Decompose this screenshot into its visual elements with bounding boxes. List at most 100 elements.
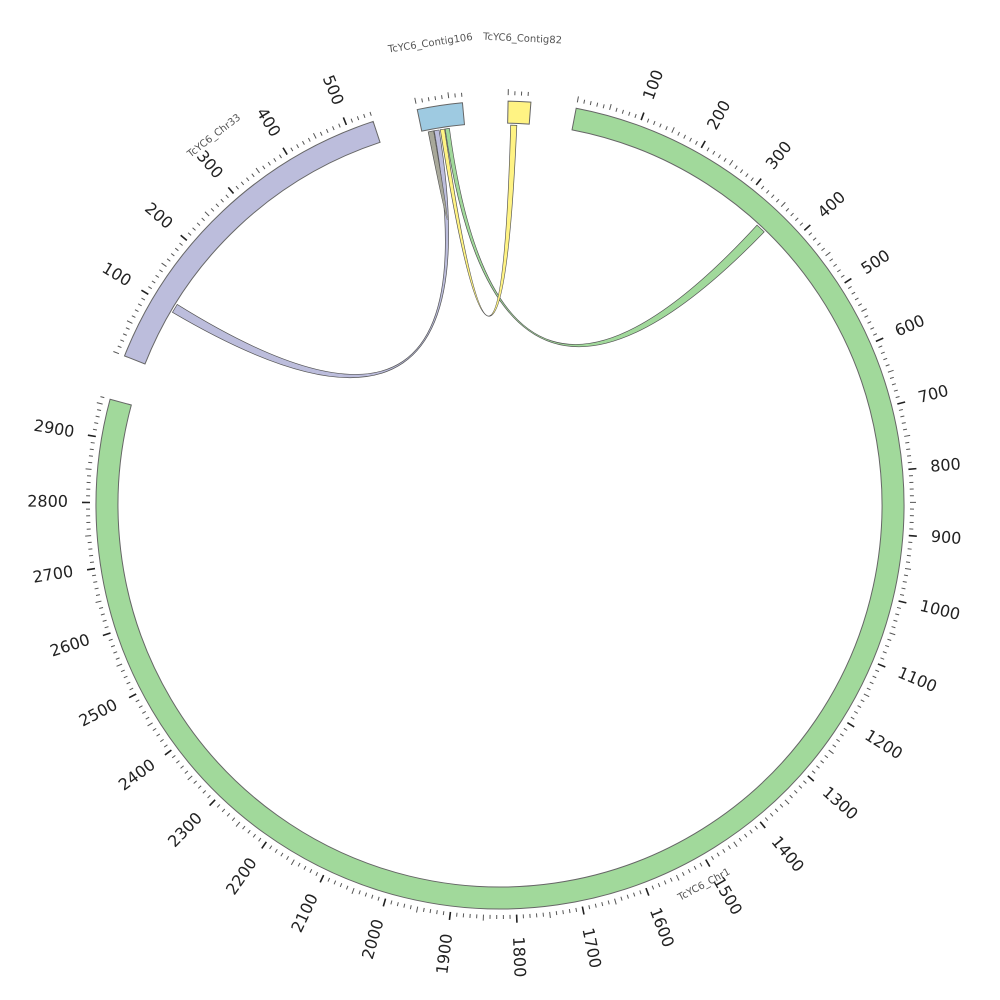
minor-tick: [377, 896, 380, 901]
minor-tick: [825, 251, 831, 257]
minor-tick: [436, 910, 438, 915]
minor-tick: [363, 113, 366, 119]
minor-tick: [358, 890, 361, 895]
minor-tick: [351, 887, 355, 894]
labels-layer: TcYC6_Contig8210020030040050060070080090…: [27, 32, 962, 978]
minor-tick: [866, 687, 871, 691]
minor-tick: [784, 799, 790, 805]
minor-tick: [902, 581, 907, 583]
minor-tick: [225, 194, 229, 199]
minor-tick: [296, 144, 300, 149]
minor-tick: [161, 262, 167, 267]
minor-tick: [356, 116, 360, 121]
minor-tick: [207, 794, 211, 799]
minor-tick: [303, 865, 307, 870]
segments-layer: [95, 100, 905, 910]
minor-tick: [905, 441, 910, 444]
minor-tick: [171, 755, 176, 759]
tick-label: 1400: [768, 832, 809, 876]
minor-tick: [880, 351, 885, 355]
minor-tick: [192, 227, 196, 231]
minor-tick: [235, 185, 239, 190]
minor-tick: [252, 833, 256, 838]
minor-tick: [706, 147, 710, 152]
minor-tick: [878, 345, 883, 348]
minor-tick: [315, 872, 319, 877]
minor-tick: [92, 574, 97, 577]
tick-label: 1300: [819, 782, 862, 823]
minor-tick: [141, 297, 146, 301]
minor-tick: [414, 97, 417, 104]
minor-tick: [898, 409, 903, 411]
minor-tick: [799, 222, 804, 226]
minor-tick: [769, 812, 774, 817]
minor-tick: [313, 132, 317, 139]
minor-tick: [860, 699, 865, 703]
minor-tick: [896, 606, 901, 609]
tick-label: 900: [930, 527, 962, 548]
minor-tick: [113, 651, 118, 654]
major-tick: [640, 112, 645, 121]
minor-tick: [123, 675, 128, 679]
ticks-layer: [82, 89, 917, 923]
tick-label: 100: [99, 258, 135, 290]
major-tick: [705, 859, 711, 867]
minor-tick: [131, 315, 136, 318]
minor-tick: [864, 315, 869, 318]
minor-tick: [854, 297, 859, 301]
major-tick: [342, 117, 348, 126]
minor-tick: [325, 128, 329, 133]
minor-tick: [653, 120, 656, 126]
minor-tick: [602, 104, 605, 109]
minor-tick: [319, 131, 323, 136]
minor-tick: [247, 829, 251, 834]
major-tick: [261, 841, 267, 849]
major-tick: [898, 600, 907, 604]
minor-tick: [95, 594, 101, 596]
minor-tick: [699, 862, 703, 867]
minor-tick: [689, 137, 692, 142]
minor-tick: [197, 785, 202, 789]
minor-tick: [750, 177, 754, 182]
minor-tick: [766, 189, 770, 194]
minor-tick: [97, 409, 102, 412]
minor-tick: [744, 833, 748, 838]
minor-tick: [174, 247, 179, 252]
minor-tick: [220, 198, 224, 203]
minor-tick: [215, 203, 220, 208]
minor-tick: [889, 632, 896, 636]
minor-tick: [396, 902, 399, 907]
major-tick: [908, 534, 917, 537]
minor-tick: [187, 775, 193, 781]
tick-label: 200: [703, 97, 735, 133]
minor-tick: [201, 217, 205, 222]
minor-tick: [94, 587, 99, 590]
minor-tick: [717, 154, 721, 159]
minor-tick: [716, 852, 720, 857]
major-tick: [759, 821, 766, 829]
minor-tick: [95, 415, 100, 418]
minor-tick: [555, 911, 558, 916]
minor-tick: [302, 140, 305, 145]
minor-tick: [193, 780, 197, 784]
minor-tick: [447, 92, 450, 99]
minor-tick: [204, 211, 210, 217]
minor-tick: [828, 749, 834, 755]
minor-tick: [290, 859, 295, 866]
minor-tick: [108, 638, 113, 642]
tick-label: 2000: [358, 917, 388, 961]
major-tick: [877, 663, 886, 668]
minor-tick: [196, 222, 201, 226]
major-tick: [180, 234, 188, 242]
minor-tick: [821, 247, 825, 251]
minor-tick: [290, 147, 294, 152]
minor-tick: [187, 232, 192, 236]
tick-label: 1900: [432, 933, 456, 976]
minor-tick: [246, 177, 250, 182]
minor-tick: [309, 868, 313, 874]
minor-tick: [785, 208, 790, 212]
minor-tick: [221, 808, 226, 813]
minor-tick: [180, 765, 184, 769]
minor-tick: [339, 883, 343, 888]
minor-tick: [258, 837, 262, 842]
